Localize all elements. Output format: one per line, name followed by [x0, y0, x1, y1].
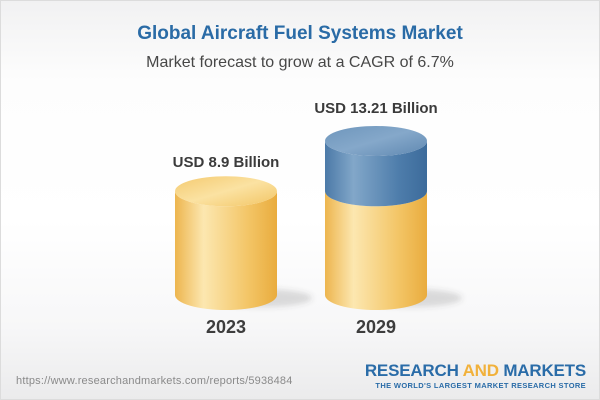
logo-word-markets: MARKETS: [503, 361, 586, 380]
logo-wordmark: RESEARCH AND MARKETS: [365, 362, 586, 379]
logo-tagline: THE WORLD'S LARGEST MARKET RESEARCH STOR…: [375, 381, 586, 390]
cylinder-top-2029: [325, 125, 427, 156]
logo-word-and: AND: [462, 361, 499, 380]
value-label-2029: USD 13.21 Billion: [314, 100, 438, 117]
value-label-2023: USD 8.9 Billion: [172, 154, 280, 171]
cylinder-top-2023: [175, 176, 277, 207]
cylinder-segment-gold-2029: [325, 191, 427, 310]
cylinder-segment-gold-2023: [175, 191, 277, 310]
research-and-markets-logo: RESEARCH AND MARKETS THE WORLD'S LARGEST…: [365, 362, 586, 390]
cylinder-segment-blue-2029: [325, 140, 427, 207]
page-subtitle: Market forecast to grow at a CAGR of 6.7…: [146, 54, 454, 71]
logo-word-research: RESEARCH: [364, 361, 459, 380]
report-url: https://www.researchandmarkets.com/repor…: [16, 375, 293, 387]
page-title: Global Aircraft Fuel Systems Market: [137, 23, 463, 44]
category-label-2023: 2023: [205, 317, 247, 337]
category-label-2029: 2029: [355, 317, 397, 337]
